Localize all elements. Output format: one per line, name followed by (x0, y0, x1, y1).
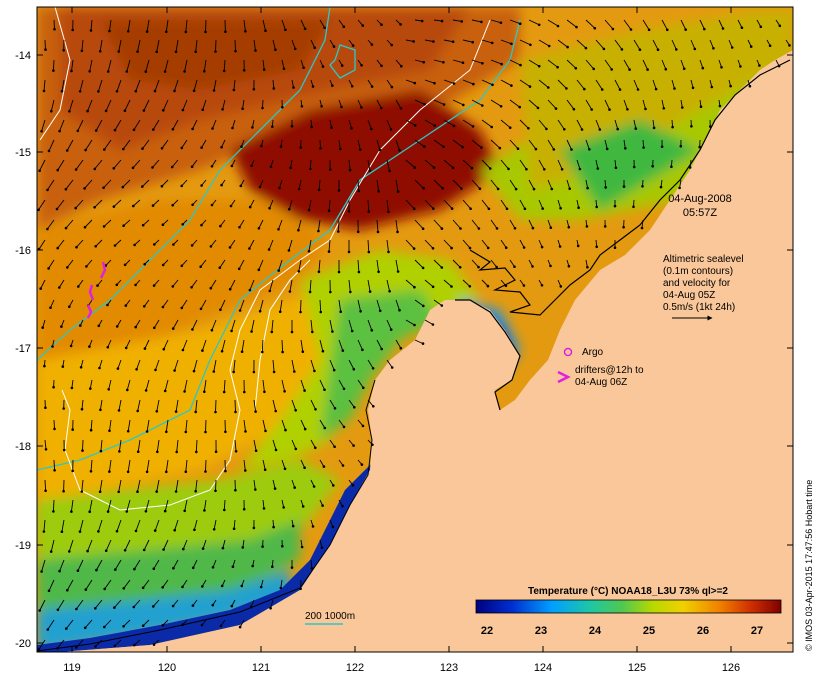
colorbar-title: Temperature (°C) NOAA18_L3U 73% ql>=2 (528, 586, 728, 597)
drifters-label-2: 04-Aug 06Z (575, 377, 627, 388)
x-tick-label: 124 (534, 662, 552, 674)
drifter-track-1 (99, 261, 107, 279)
sealevel-contour-1 (39, 7, 71, 141)
colorbar-tick-label: 26 (697, 625, 709, 637)
land (37, 7, 793, 652)
colorbar-tick-label: 22 (481, 625, 493, 637)
credit-text: © IMOS 03-Apr-2015 17:47:56 Hobart time (804, 480, 814, 651)
x-tick-label: 122 (346, 662, 364, 674)
drifters-label-1: drifters@12h to (575, 365, 644, 376)
y-tick-label: -15 (15, 147, 31, 159)
altimetry-line-1: Altimetric sealevel (663, 254, 744, 265)
colorbar-gradient (475, 599, 782, 614)
colorbar-tick-label: 23 (535, 625, 547, 637)
inshore-cold (37, 450, 385, 652)
y-tick-label: -16 (15, 245, 31, 257)
y-tick-label: -20 (15, 638, 31, 650)
coastline-pilbara (37, 379, 376, 652)
altimetry-line-4: 04-Aug 05Z (663, 290, 715, 301)
altimetry-line-3: and velocity for (663, 278, 731, 289)
coastline-king-sound (455, 299, 521, 411)
isobath-200m (37, 19, 521, 471)
argo-marker-icon (563, 347, 573, 357)
x-tick-label: 125 (628, 662, 646, 674)
x-tick-label: 123 (440, 662, 458, 674)
image-time: 05:57Z (683, 207, 718, 219)
altimetry-line-5: 0.5m/s (1kt 24h) (663, 302, 735, 313)
drifter-track-3 (86, 304, 93, 319)
y-tick-label: -18 (15, 441, 31, 453)
x-tick-label: 120 (158, 662, 176, 674)
x-tick-label: 121 (252, 662, 270, 674)
drifter-tracks (86, 261, 107, 319)
y-tick-label: -17 (15, 343, 31, 355)
colorbar-tick-label: 24 (589, 625, 602, 637)
depth-legend: 200 1000m (305, 611, 355, 625)
plot-frame (36, 6, 794, 653)
colorbar-tick-label: 27 (751, 625, 763, 637)
image-date: 04-Aug-2008 (668, 193, 732, 205)
altimetry-legend: Altimetric sealevel (0.1m contours) and … (663, 254, 744, 321)
altimetry-line-2: (0.1m contours) (663, 266, 733, 277)
argo-label: Argo (582, 347, 604, 358)
y-tick-label: -19 (15, 540, 31, 552)
y-tick-label: -14 (15, 50, 31, 62)
x-tick-label: 119 (63, 662, 81, 674)
velocity-vectors (37, 19, 791, 651)
drifter-track-2 (88, 284, 95, 301)
y-axis: -14 -15 -16 -17 -18 -19 -20 (15, 50, 793, 650)
drifter-marker-icon (557, 370, 571, 384)
x-axis: 119 120 121 122 123 124 125 126 (63, 7, 740, 674)
platform-legend: Argo drifters@12h to 04-Aug 06Z (557, 347, 644, 388)
colorbar-tick-label: 25 (643, 625, 655, 637)
colorbar: Temperature (°C) NOAA18_L3U 73% ql>=2 22… (475, 586, 782, 637)
sealevel-contour-3 (254, 259, 311, 411)
depth-legend-label: 200 1000m (305, 611, 355, 622)
coastline-kimberley (469, 59, 791, 316)
plot-area (37, 7, 793, 652)
x-tick-label: 126 (722, 662, 740, 674)
